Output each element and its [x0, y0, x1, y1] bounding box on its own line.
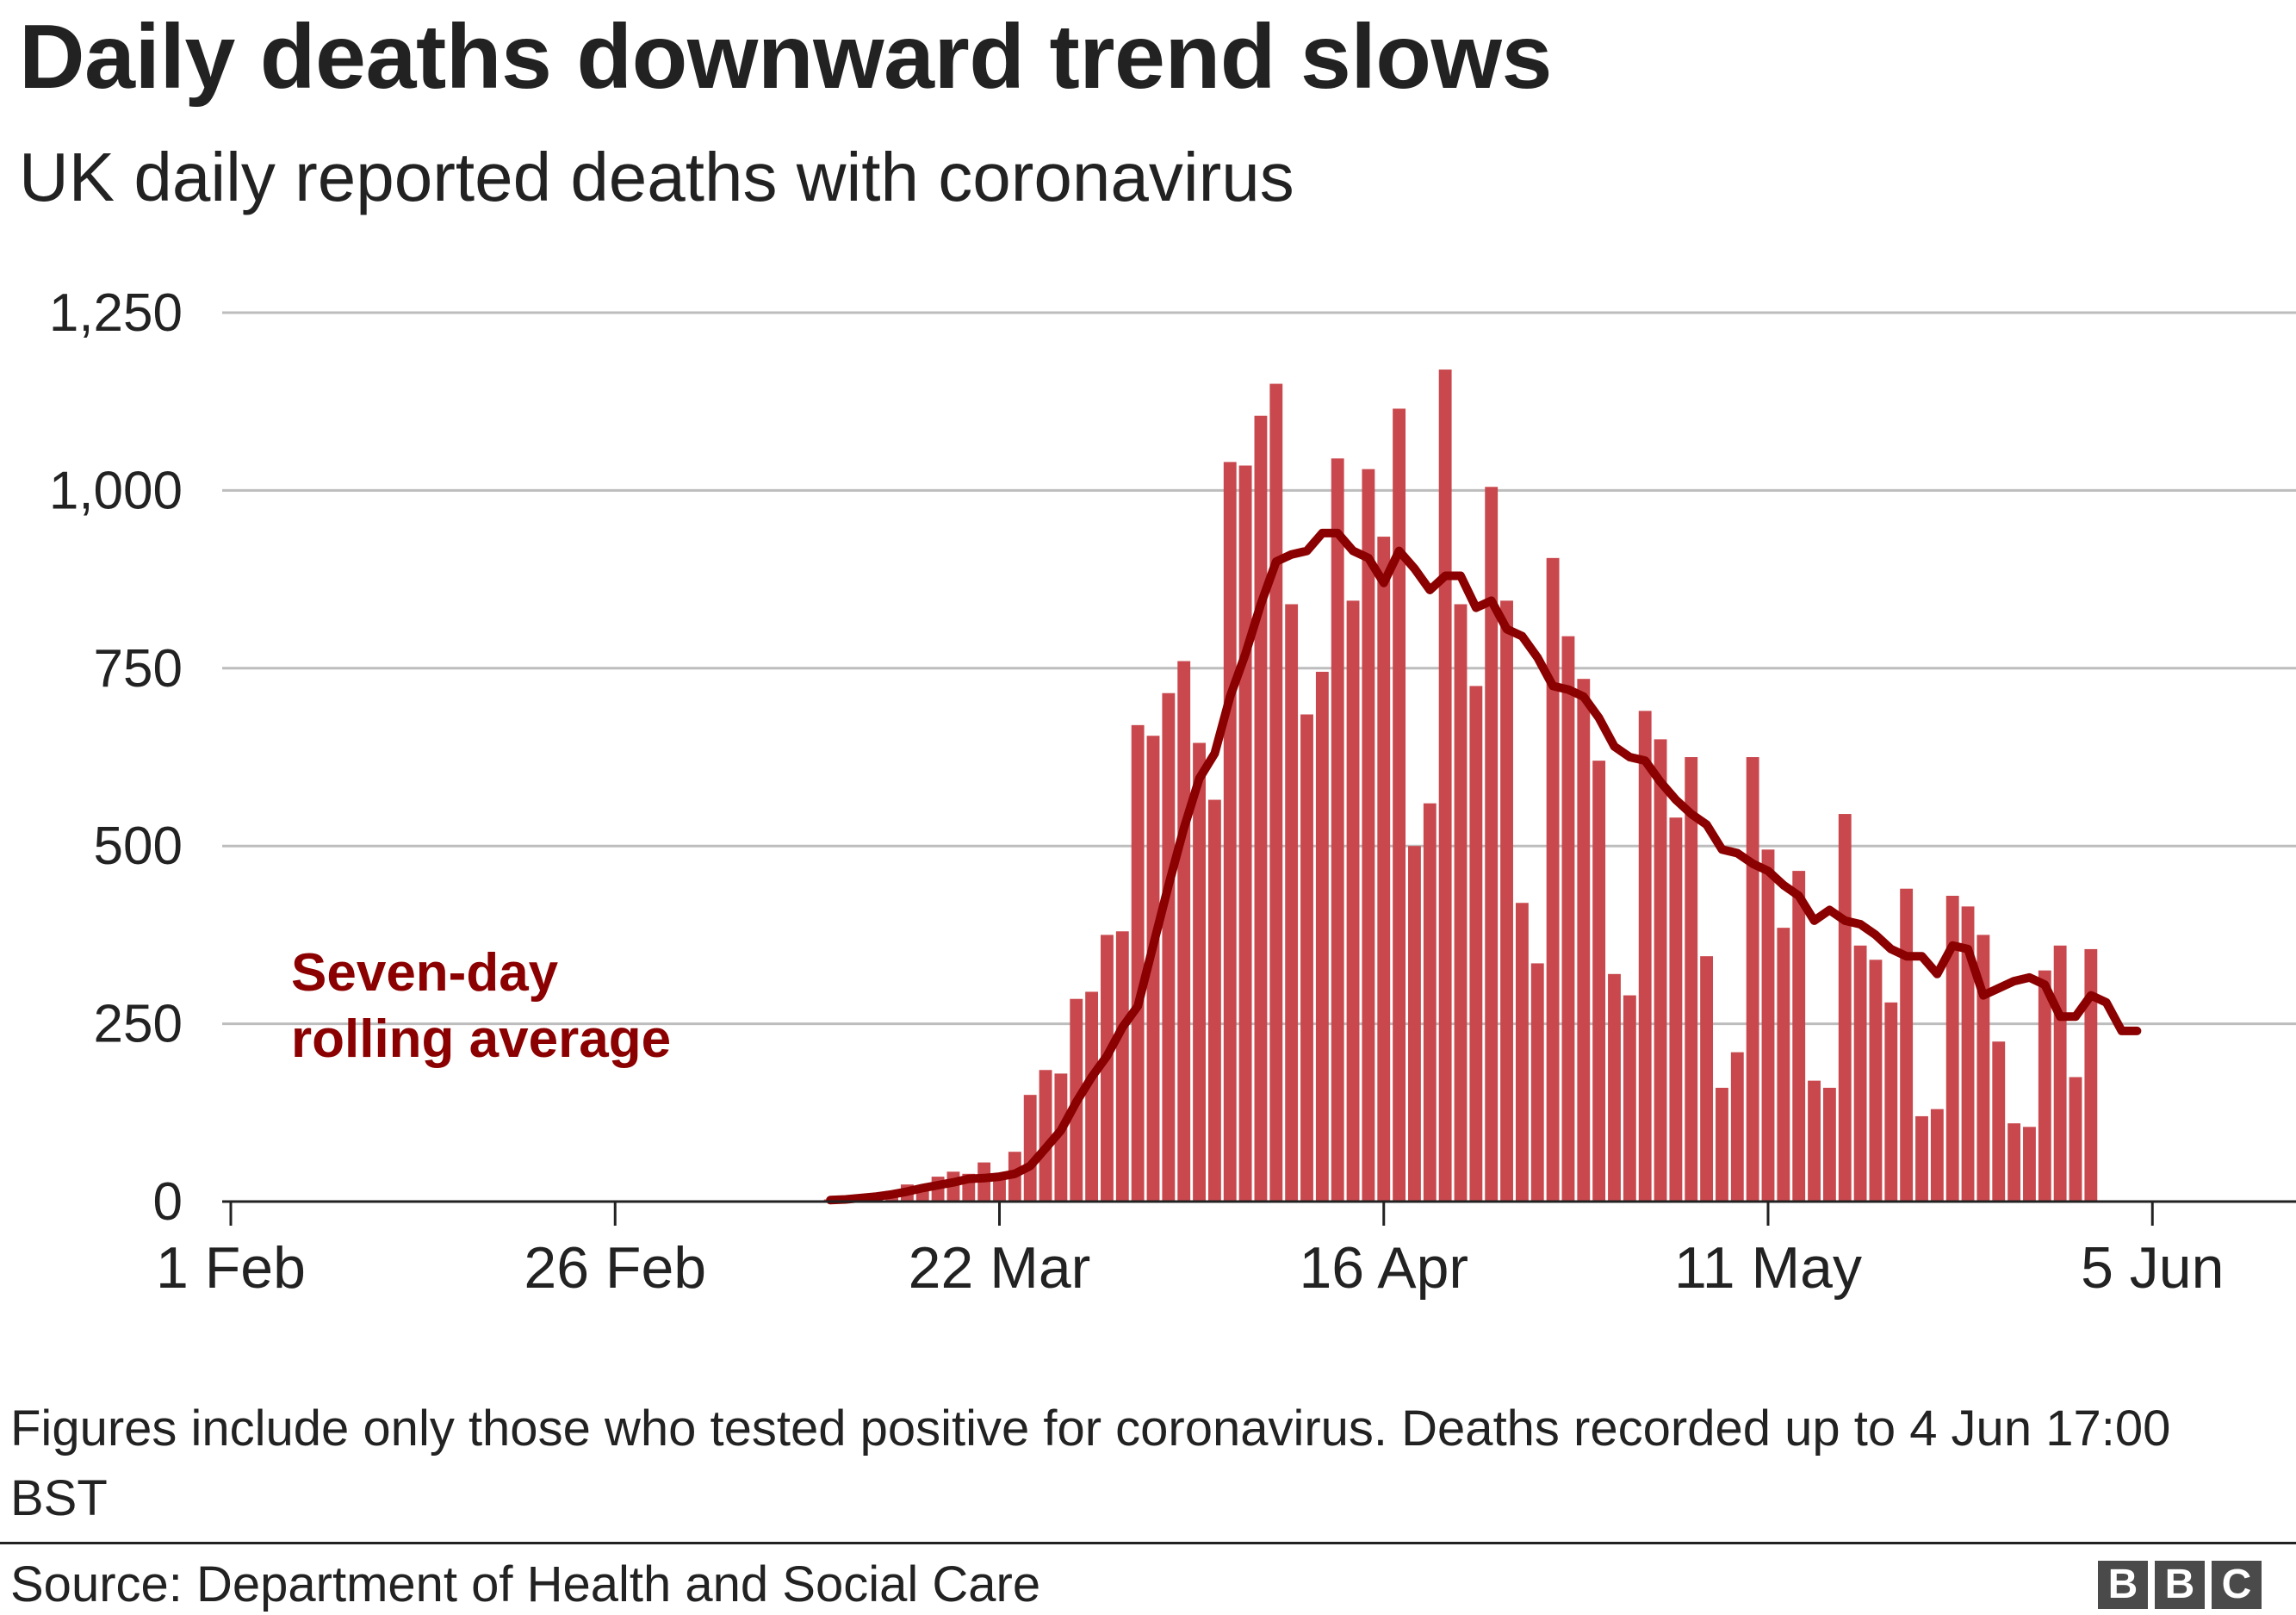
- bar: [1331, 458, 1344, 1202]
- x-tick-label: 26 Feb: [524, 1235, 706, 1301]
- bar: [1393, 408, 1406, 1202]
- x-tick-label: 16 Apr: [1299, 1235, 1468, 1301]
- bar: [1193, 742, 1206, 1202]
- bar: [1915, 1115, 1928, 1202]
- bar: [1592, 761, 1606, 1202]
- bar: [1853, 945, 1867, 1202]
- bar: [1777, 928, 1790, 1202]
- bar: [1146, 736, 1160, 1202]
- bar: [1700, 956, 1714, 1202]
- bar: [1730, 1052, 1744, 1202]
- bar: [1223, 462, 1237, 1202]
- bar: [1377, 537, 1391, 1202]
- bar: [1300, 714, 1313, 1202]
- bar: [1023, 1095, 1037, 1202]
- bar: [1869, 960, 1883, 1202]
- bar: [1976, 935, 1990, 1202]
- bar: [1207, 799, 1221, 1202]
- source-text: Source: Department of Health and Social …: [10, 1556, 1041, 1612]
- bar: [1315, 671, 1329, 1202]
- bar: [1254, 415, 1268, 1202]
- bbc-logo: B B C: [2098, 1561, 2262, 1609]
- bar: [1269, 383, 1283, 1202]
- rolling-average-label-line1: Seven-day: [291, 943, 559, 1003]
- bar: [1515, 903, 1529, 1202]
- bar: [1346, 600, 1360, 1202]
- x-axis: [222, 1200, 2296, 1226]
- bar: [1900, 888, 1914, 1202]
- bar: [1546, 557, 1560, 1202]
- bar: [2038, 970, 2051, 1202]
- bar: [1992, 1041, 2006, 1202]
- bar: [1930, 1109, 1944, 1202]
- x-tick-label: 5 Jun: [2081, 1235, 2224, 1301]
- bar: [1423, 803, 1437, 1202]
- bar: [1961, 906, 1975, 1202]
- chart-subtitle: UK daily reported deaths with coronaviru…: [19, 139, 1294, 215]
- y-tick-label: 0: [153, 1172, 183, 1232]
- bar: [1101, 935, 1114, 1202]
- bar: [1577, 679, 1591, 1202]
- bar: [1454, 604, 1468, 1202]
- daily-deaths-bars: [823, 370, 2098, 1202]
- bar: [1669, 817, 1683, 1202]
- footnote: Figures include only those who tested po…: [10, 1401, 2171, 1526]
- bar: [1238, 465, 1252, 1202]
- bar: [1285, 604, 1299, 1202]
- bar: [1945, 895, 1959, 1202]
- bar: [1408, 846, 1421, 1202]
- bbc-logo-letter: B: [2098, 1561, 2148, 1609]
- y-tick-label: 250: [94, 995, 183, 1054]
- bar: [2069, 1077, 2082, 1202]
- x-axis-labels: 1 Feb 26 Feb 22 Mar 16 Apr 11 May 5 Jun: [156, 1235, 2224, 1301]
- rolling-average-line: [826, 528, 2142, 1205]
- y-tick-label: 1,000: [49, 461, 183, 520]
- bar: [2084, 948, 2098, 1202]
- bar: [1438, 370, 1452, 1202]
- bar: [1115, 931, 1129, 1202]
- bar: [1362, 469, 1375, 1202]
- y-tick-label: 500: [94, 817, 183, 876]
- bbc-logo-letter: C: [2212, 1561, 2262, 1609]
- bar: [2007, 1123, 2021, 1202]
- bar: [1792, 871, 1806, 1202]
- chart-title: Daily deaths downward trend slows: [19, 6, 1552, 108]
- bbc-logo-letter: B: [2155, 1561, 2205, 1609]
- bar: [1623, 995, 1636, 1202]
- bar: [1746, 757, 1759, 1202]
- bar: [1638, 711, 1652, 1202]
- footer-divider: [0, 1542, 2296, 1544]
- bar: [1039, 1070, 1052, 1202]
- bar: [1654, 739, 1667, 1202]
- bar: [1808, 1080, 1821, 1202]
- bar: [1054, 1073, 1068, 1202]
- bar: [1500, 600, 1513, 1202]
- bar: [1085, 991, 1099, 1202]
- bar: [1716, 1087, 1728, 1202]
- bar: [1162, 693, 1176, 1202]
- bar: [1685, 757, 1698, 1202]
- deaths-chart: 0 250 500 750 1,000 1,250 1 Feb 26 Feb 22 Mar 16…: [49, 283, 2296, 1301]
- x-tick-label: 1 Feb: [156, 1235, 306, 1301]
- bar: [1822, 1087, 1836, 1202]
- x-tick-label: 11 May: [1674, 1235, 1862, 1301]
- bar: [1884, 1002, 1898, 1202]
- bar: [1177, 661, 1191, 1202]
- bar: [1469, 686, 1483, 1202]
- y-tick-label: 1,250: [49, 283, 183, 343]
- bar: [1485, 487, 1499, 1202]
- bar: [2023, 1127, 2036, 1202]
- y-tick-label: 750: [94, 639, 183, 699]
- bar: [1608, 973, 1621, 1202]
- x-tick-label: 22 Mar: [909, 1235, 1091, 1301]
- bar: [1838, 814, 1852, 1202]
- bar: [1530, 963, 1544, 1202]
- bar: [1561, 636, 1575, 1202]
- rolling-average-label-line2: rolling average: [291, 1009, 671, 1069]
- bar: [1761, 849, 1775, 1202]
- bar: [2053, 945, 2067, 1202]
- bar: [1131, 724, 1145, 1202]
- rolling-average-line-group: [826, 528, 2142, 1205]
- y-axis-labels: 0 250 500 750 1,000 1,250: [49, 283, 183, 1232]
